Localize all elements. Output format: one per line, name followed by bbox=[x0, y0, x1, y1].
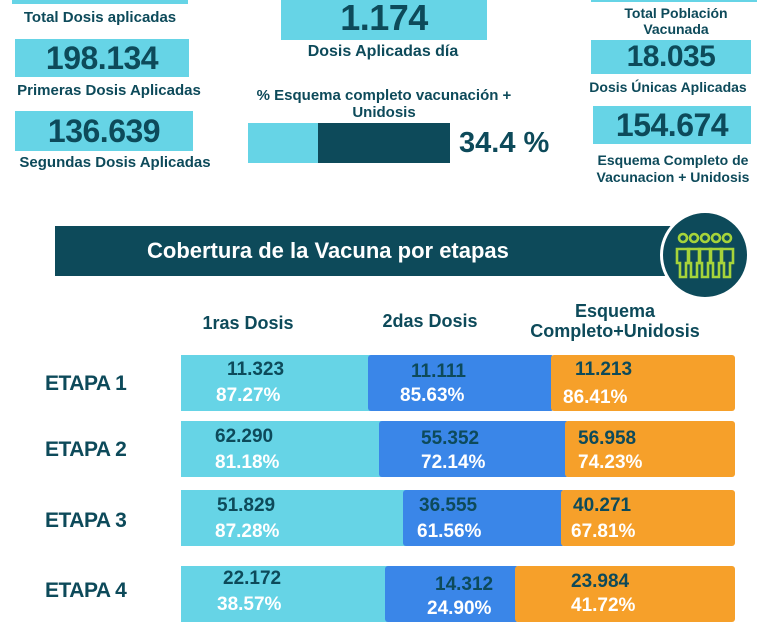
dosis1-value: 62.290 bbox=[215, 426, 274, 447]
dosis1-value: 51.829 bbox=[217, 495, 276, 516]
etapa-label: ETAPA 1 bbox=[45, 372, 127, 395]
esquema-completo-label: Esquema Completo de Vacunacion + Unidosi… bbox=[596, 152, 750, 185]
poblacion-box bbox=[591, 0, 757, 2]
dosis2-percent: 72.14% bbox=[421, 452, 486, 473]
etapa-row: 51.829 87.28% 36.555 61.56% 40.271 67.81… bbox=[181, 490, 735, 546]
dosis2-value: 55.352 bbox=[421, 428, 480, 449]
dosis-unicas-value: 18.035 bbox=[591, 40, 751, 74]
dosis2-segment bbox=[403, 490, 565, 546]
primeras-dosis-value: 198.134 bbox=[15, 39, 189, 77]
esquema-value: 23.984 bbox=[571, 571, 630, 592]
total-dosis-box bbox=[12, 0, 188, 4]
dosis2-value: 14.312 bbox=[435, 574, 494, 595]
dosis1-percent: 87.27% bbox=[216, 385, 281, 406]
people-group-icon bbox=[660, 210, 750, 300]
dosis1-segment bbox=[181, 490, 407, 546]
cobertura-banner: Cobertura de la Vacuna por etapas bbox=[55, 226, 725, 276]
col-header-1ras: 1ras Dosis bbox=[202, 313, 294, 333]
dosis2-segment bbox=[385, 566, 519, 622]
dosis1-percent: 81.18% bbox=[215, 452, 280, 473]
segundas-dosis-value: 136.639 bbox=[15, 111, 193, 151]
dosis2-percent: 85.63% bbox=[400, 385, 465, 406]
esquema-value: 40.271 bbox=[573, 495, 632, 516]
total-dosis-label: Total Dosis aplicadas bbox=[23, 9, 177, 26]
col-header-esquema: Esquema Completo+Unidosis bbox=[530, 301, 700, 341]
esquema-segment bbox=[551, 355, 735, 411]
esquema-percent-value: 34.4 % bbox=[459, 127, 550, 159]
etapa-label: ETAPA 4 bbox=[45, 579, 127, 602]
dosis2-segment bbox=[379, 421, 569, 477]
etapa-label: ETAPA 2 bbox=[45, 438, 127, 461]
dosis-dia-label: Dosis Aplicadas día bbox=[307, 43, 459, 60]
esquema-segment bbox=[515, 566, 735, 622]
esquema-completo-value: 154.674 bbox=[593, 106, 751, 144]
dosis2-value: 36.555 bbox=[419, 495, 478, 516]
etapa-row: 22.172 38.57% 14.312 24.90% 23.984 41.72… bbox=[181, 566, 735, 622]
dosis1-value: 11.323 bbox=[227, 359, 285, 380]
banner-title: Cobertura de la Vacuna por etapas bbox=[147, 238, 509, 263]
etapa-row: 62.290 81.18% 55.352 72.14% 56.958 74.23… bbox=[181, 421, 735, 477]
esquema-percent: 67.81% bbox=[571, 521, 636, 542]
esquema-progress-fill bbox=[318, 123, 450, 163]
esquema-segment bbox=[565, 421, 735, 477]
esquema-value: 56.958 bbox=[578, 428, 637, 449]
esquema-progress-bar bbox=[248, 123, 450, 163]
esquema-segment bbox=[561, 490, 735, 546]
esquema-percent: 41.72% bbox=[571, 595, 636, 616]
dosis1-segment bbox=[181, 355, 371, 411]
dosis1-segment bbox=[181, 566, 389, 622]
esquema-value: 11.213 bbox=[575, 359, 633, 380]
etapa-row: 11.323 87.27% 11.111 85.63% 11.213 86.41… bbox=[181, 355, 735, 411]
dosis-unicas-label: Dosis Únicas Aplicadas bbox=[589, 79, 747, 95]
total-poblacion-label: Total Población Vacunada bbox=[624, 5, 728, 37]
dosis-dia-value: 1.174 bbox=[281, 0, 487, 40]
dosis2-percent: 24.90% bbox=[427, 598, 492, 619]
etapa-label: ETAPA 3 bbox=[45, 509, 127, 532]
esquema-percent: 74.23% bbox=[578, 452, 643, 473]
dosis1-percent: 38.57% bbox=[217, 594, 282, 615]
esquema-percent-label: % Esquema completo vacunación + Unidosis bbox=[256, 87, 512, 121]
col-header-2das: 2das Dosis bbox=[382, 311, 478, 331]
segundas-dosis-label: Segundas Dosis Aplicadas bbox=[19, 154, 211, 171]
esquema-percent: 86.41% bbox=[563, 387, 628, 408]
dosis2-value: 11.111 bbox=[411, 361, 466, 382]
dosis1-value: 22.172 bbox=[223, 568, 282, 589]
primeras-dosis-label: Primeras Dosis Aplicadas bbox=[17, 82, 201, 99]
dosis1-segment bbox=[181, 421, 383, 477]
dosis2-percent: 61.56% bbox=[417, 521, 482, 542]
dosis2-segment bbox=[368, 355, 554, 411]
dosis1-percent: 87.28% bbox=[215, 521, 280, 542]
